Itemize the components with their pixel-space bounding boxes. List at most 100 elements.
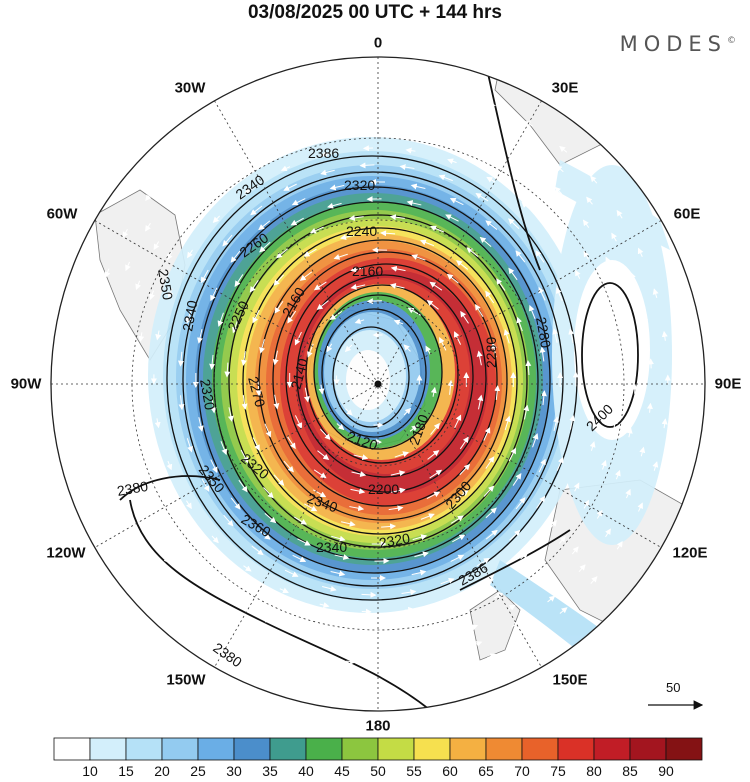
- wind-vector-arrow: [485, 529, 498, 540]
- wind-vector-arrow: [449, 198, 464, 206]
- wind-vector-arrow: [554, 186, 563, 195]
- wind-vector-arrow: [415, 622, 426, 629]
- wind-vector-arrow: [425, 345, 431, 355]
- wind-vector-arrow: [403, 344, 411, 352]
- wind-vector-arrow: [166, 532, 174, 541]
- wind-vector-arrow: [447, 158, 457, 165]
- wind-vector-arrow: [177, 351, 184, 367]
- wind-vector-arrow: [555, 165, 564, 173]
- wind-vector-arrow: [430, 386, 437, 397]
- wind-vector-arrow: [590, 310, 597, 321]
- colorbar-tick-label: 25: [190, 763, 206, 779]
- wind-vector-arrow: [647, 358, 654, 369]
- wind-vector-arrow: [340, 520, 356, 527]
- wind-vector-arrow: [442, 103, 452, 110]
- wind-vector-arrow: [249, 280, 259, 293]
- wind-vector-arrow: [485, 507, 497, 519]
- wind-vector-arrow: [414, 131, 425, 138]
- wind-vector-arrow: [486, 101, 496, 107]
- wind-vector-arrow: [190, 216, 198, 225]
- wind-vector-arrow: [232, 319, 239, 334]
- wind-vector-arrow: [351, 471, 367, 477]
- wind-vector-arrow: [445, 214, 459, 222]
- wind-vector-arrow: [135, 280, 141, 291]
- wind-vector-arrow: [155, 330, 162, 341]
- wind-vector-arrow: [235, 132, 245, 139]
- wind-vector-arrow: [540, 390, 547, 406]
- wind-vector-arrow: [291, 610, 301, 617]
- wind-vector-arrow: [583, 499, 590, 509]
- wind-vector-arrow: [348, 214, 364, 221]
- wind-vector-arrow: [410, 183, 426, 190]
- wind-vector-arrow: [262, 616, 272, 623]
- wind-vector-arrow: [334, 554, 350, 560]
- wind-vector-arrow: [438, 174, 453, 182]
- contour-label: 2280: [533, 316, 554, 350]
- wind-vector-arrow: [401, 589, 417, 596]
- wind-vector-arrow: [92, 310, 99, 321]
- wind-vector-arrow: [200, 269, 209, 284]
- wind-vector-arrow: [110, 303, 117, 314]
- wind-vector-arrow: [120, 478, 126, 488]
- wind-vector-arrow: [476, 350, 483, 366]
- wind-vector-arrow: [399, 95, 410, 102]
- wind-vector-arrow: [405, 147, 416, 154]
- wind-vector-arrow: [320, 151, 331, 158]
- contour-label: 2160: [352, 263, 383, 279]
- wind-vector-arrow: [504, 415, 511, 431]
- colorbar-tick-label: 15: [118, 763, 134, 779]
- wind-vector-arrow: [459, 463, 471, 476]
- wind-vector-arrow: [523, 404, 530, 420]
- wind-vector-arrow: [446, 667, 457, 674]
- wind-vector-arrow: [186, 438, 193, 453]
- wind-vector-arrow: [336, 423, 345, 431]
- colorbar-swatch: [449, 737, 487, 761]
- wind-vector-arrow: [345, 408, 353, 416]
- map-boundary: [50, 56, 706, 712]
- north-band: [555, 160, 670, 250]
- contour-label: 2240: [346, 223, 377, 239]
- wind-vector-arrow: [637, 502, 643, 512]
- wind-vector-arrow: [297, 538, 311, 546]
- wind-vector-arrow: [219, 185, 228, 193]
- wind-vector-arrow: [431, 653, 442, 660]
- contour-label: 2350: [155, 268, 176, 302]
- wind-vector-arrow: [661, 330, 668, 341]
- wind-vector-arrow: [528, 567, 537, 575]
- contour-label: 2140: [287, 356, 311, 390]
- wind-vector-arrow: [240, 149, 250, 156]
- colorbar-swatch: [269, 737, 307, 761]
- wind-vector-arrow: [445, 596, 456, 603]
- wind-vector-arrow: [255, 381, 262, 397]
- wind-vector-arrow: [107, 435, 114, 446]
- wind-vector-arrow: [521, 159, 530, 166]
- wind-vector-arrow: [598, 353, 605, 364]
- colorbar-swatch: [89, 737, 127, 761]
- reference-vector-label: 50: [666, 680, 681, 695]
- wind-vector-arrow: [366, 298, 382, 305]
- wind-vector-arrow: [583, 250, 590, 260]
- wind-vector-arrow: [625, 488, 631, 499]
- wind-vector-arrow: [508, 447, 516, 462]
- wind-vector-arrow: [444, 121, 455, 128]
- contour-label: 2320: [197, 378, 218, 412]
- wind-vector-arrow: [238, 479, 248, 493]
- wind-vector-arrow: [138, 332, 145, 343]
- inner-white: [346, 350, 390, 410]
- wind-vector-arrow: [429, 469, 443, 479]
- wind-vector-arrow: [389, 283, 405, 289]
- wind-vector-arrow: [86, 353, 93, 364]
- wind-vector-arrow: [578, 564, 586, 573]
- wind-vector-arrow: [222, 234, 233, 247]
- wind-vector-arrow: [304, 650, 314, 657]
- wind-vector-arrow: [440, 577, 455, 585]
- wind-vector-arrow: [390, 265, 406, 272]
- wind-vector-arrow: [294, 415, 302, 429]
- wind-vector-arrow: [240, 449, 249, 464]
- wind-vector-arrow: [309, 226, 324, 234]
- wind-vector-arrow: [411, 254, 426, 261]
- contour-label: 2380: [116, 478, 150, 499]
- colorbar-tick-label: 10: [82, 763, 98, 779]
- wind-vector-arrow: [409, 425, 418, 432]
- wind-vector-arrow: [331, 535, 346, 542]
